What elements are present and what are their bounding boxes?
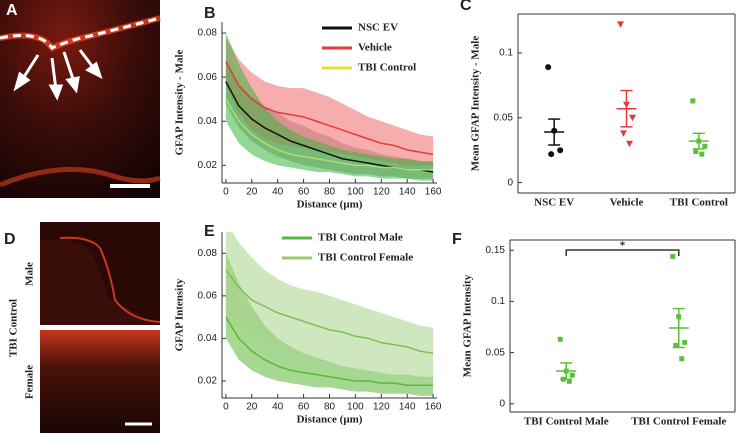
panel-letter: D [4,231,16,248]
mean-line [225,269,434,355]
x-tick-label: 40 [272,402,284,413]
legend-label: Vehicle [358,42,392,54]
x-axis-label: Distance (μm) [297,414,363,426]
image-row-label: Female [24,365,36,399]
y-tick-label: 0.1 [491,296,505,307]
legend-label: TBI Control Female [318,252,413,264]
y-tick-label: 0.06 [198,72,218,83]
x-tick-label: 80 [324,402,336,413]
data-point [557,336,563,342]
legend-label: NSC EV [358,22,398,34]
data-point [673,342,679,348]
y-axis-label: Mean GFAP Intensity [462,274,474,377]
y-tick-label: 0 [507,177,513,188]
error-band [225,253,434,396]
panel-letter: E [204,223,215,240]
x-tick-label: Vehicle [610,197,644,209]
panel-letter: B [204,5,216,22]
x-tick-label: 0 [223,402,229,413]
y-tick-label: 0.04 [198,116,218,127]
x-tick-label: 100 [347,402,364,413]
panel-letter: F [452,231,462,248]
error-band [225,232,434,381]
chart-panel: F 0 0.05 0.1 0.15 Mean GFAP Intensity TBI Cont… [452,231,736,428]
x-tick-label: 140 [399,402,416,413]
data-point [620,130,627,137]
x-axis-label: Distance (μm) [297,199,363,211]
y-tick-label: 0.15 [486,245,506,256]
x-tick-label: TBI Control [670,197,728,209]
x-tick-label: 160 [425,187,442,198]
x-tick-label: 60 [298,402,310,413]
chart-panel: B 0.02 0.04 0.06 0.08 GFAP Intensity - Male 0 2… [174,5,442,210]
data-point [557,147,564,154]
mean-line [225,61,434,156]
y-tick-label: 0.08 [198,28,218,39]
y-axis-label: GFAP Intensity [174,278,186,351]
data-point [545,64,552,71]
x-tick-label: 40 [272,187,284,198]
x-tick-label: 100 [347,187,364,198]
image-row-label: Male [24,262,36,286]
data-point [548,151,555,158]
x-tick-label: 140 [399,187,416,198]
x-tick-label: 160 [425,402,442,413]
x-tick-label: 20 [246,187,258,198]
x-tick-label: 60 [298,187,310,198]
x-tick-label: 120 [373,187,390,198]
chart-panel: E 0.02 0.04 0.06 0.08 GFAP Intensity 0 20 40 60 80… [174,223,442,426]
data-point [566,378,572,384]
y-axis-label: Mean GFAP Intensity - Male [470,36,482,172]
data-point [690,98,696,104]
x-tick-label: 120 [373,402,390,413]
data-point [699,151,705,157]
y-tick-label: 0.08 [198,248,218,259]
y-tick-label: 0 [499,398,505,409]
plot-area [225,33,434,181]
mean-line [225,316,434,386]
data-point [569,372,575,378]
y-tick-label: 0.1 [499,48,513,59]
mean-line [225,98,434,171]
data-point [702,143,708,149]
y-tick-label: 0.02 [198,160,218,171]
chart-panel: C 0 0.05 0.1 Mean GFAP Intensity - Male NSC E… [460,0,736,209]
panel-letter: C [460,0,472,14]
data-point [670,253,676,259]
legend-label: TBI Control [358,62,416,74]
data-point [693,148,699,154]
error-band [225,33,434,181]
x-tick-label: 80 [324,187,336,198]
data-point [626,140,633,148]
image-group-label: TBI Control [8,299,20,357]
image-a: A [0,0,161,198]
y-tick-label: 0.06 [198,290,218,301]
y-tick-label: 0.04 [198,333,218,344]
y-tick-label: 0.05 [486,347,506,358]
x-tick-label: TBI Control Female [631,416,726,428]
data-point [682,339,688,345]
x-tick-label: 0 [223,187,229,198]
data-point [617,21,624,28]
y-tick-label: 0.05 [494,112,514,123]
data-point [629,114,636,122]
plot-area [225,232,434,396]
significance-label: * [620,240,626,252]
image-d: D TBI Control Male Female [4,222,161,433]
x-tick-label: 20 [246,402,258,413]
x-tick-label: TBI Control Male [524,416,609,428]
significance-bracket [565,249,680,256]
y-tick-label: 0.02 [198,376,218,387]
panel-letter: A [6,2,18,19]
legend-label: TBI Control Male [318,232,403,244]
y-axis-label: GFAP Intensity - Male [174,49,186,155]
data-point [679,356,685,362]
x-tick-label: NSC EV [534,197,574,209]
